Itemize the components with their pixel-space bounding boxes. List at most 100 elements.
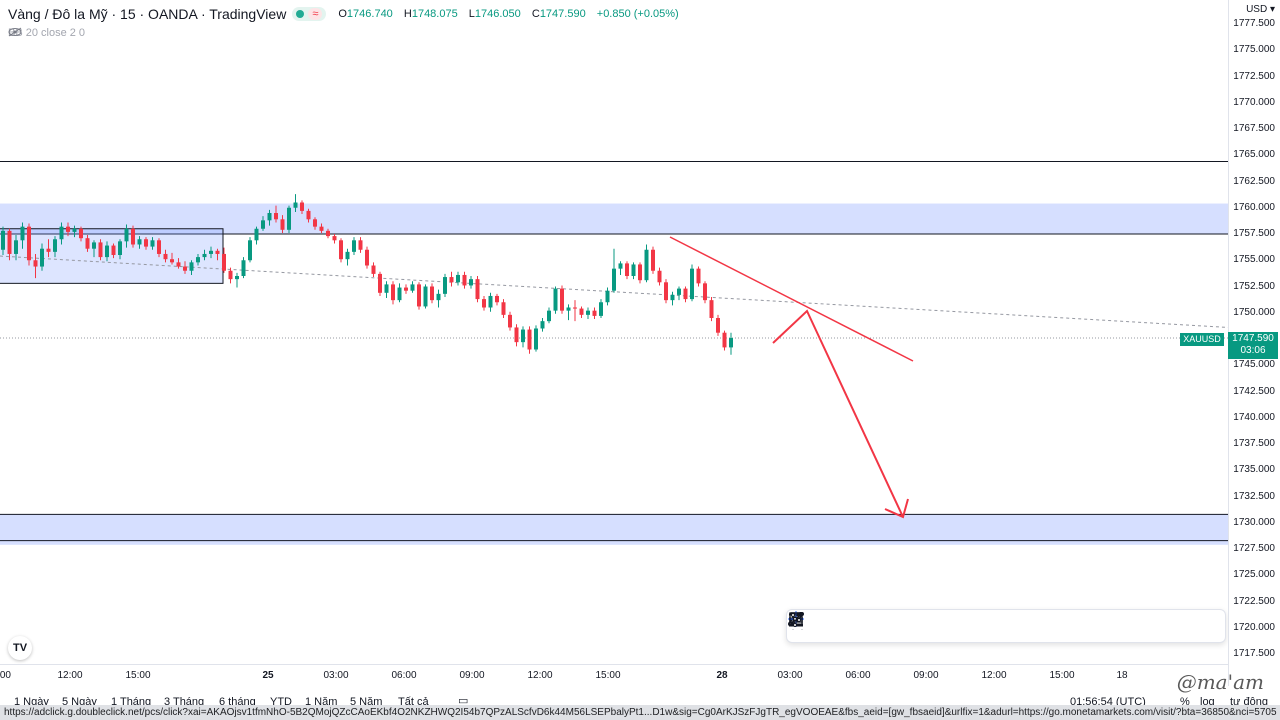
price-tick-label: 1757.500	[1233, 228, 1275, 239]
candle-body	[566, 307, 571, 311]
path-tool-button[interactable]	[789, 612, 1155, 640]
candle-body	[703, 283, 707, 301]
support-zone	[0, 514, 1228, 545]
candle-body	[20, 226, 25, 241]
calendar-icon[interactable]: ▭	[458, 695, 469, 707]
candle-body	[417, 284, 421, 307]
indicator-legend[interactable]: BB 20 close 2 0	[8, 27, 85, 39]
candle-body	[352, 240, 356, 252]
time-tick-label: 12:00	[527, 670, 553, 681]
candle-body	[306, 210, 311, 220]
candle-body	[150, 240, 155, 247]
candle-body	[66, 226, 70, 232]
candle-body	[644, 249, 649, 281]
price-tick-label: 1727.500	[1233, 543, 1275, 554]
price-tick-label: 1767.500	[1233, 123, 1275, 134]
consolidation-box	[0, 228, 224, 284]
high-value: 1748.075	[411, 8, 458, 20]
candle-body	[176, 262, 181, 267]
candle-body	[300, 202, 304, 211]
text-tool-button[interactable]	[791, 612, 1027, 640]
price-tick-label: 1742.500	[1233, 385, 1275, 397]
candle-body	[716, 318, 720, 333]
candle-body	[254, 228, 259, 241]
close-value: 1747.590	[539, 8, 586, 20]
candle-body	[722, 332, 727, 348]
time-axis[interactable]: :00 12:00 15:00 25 03:00 06:00 09:00 12:00 15:00…	[0, 664, 1228, 686]
trend-line-tool-button[interactable]	[789, 612, 835, 640]
horizontal-line-tool-button[interactable]	[789, 612, 995, 640]
price-tick-label: 1770.000	[1233, 96, 1275, 108]
candle-body	[33, 260, 38, 267]
price-tick-label: 1722.500	[1233, 595, 1275, 607]
ray-tool-button[interactable]	[789, 612, 867, 640]
candle-body	[79, 228, 83, 239]
price-tick-label: 1760.000	[1233, 201, 1275, 213]
tradingview-logo[interactable]: TV	[8, 636, 32, 660]
wave-icon: ≈	[308, 8, 323, 20]
candle-body	[215, 250, 220, 254]
candle-body	[501, 302, 506, 315]
price-tick-label: 1732.500	[1233, 490, 1275, 502]
crosshair-tool-button[interactable]	[788, 611, 1123, 640]
currency-selector[interactable]: USD ▾	[1246, 4, 1275, 15]
callout-tool-button[interactable]	[789, 612, 1187, 640]
fib-tool-button[interactable]	[788, 612, 931, 640]
candle-body	[98, 242, 103, 258]
time-tick-label: 09:00	[459, 670, 485, 681]
time-tick-label: 12:00	[57, 670, 83, 681]
candle-body	[241, 260, 246, 276]
candle-body	[326, 230, 330, 237]
chart-pane[interactable]: Vàng / Đô la Mỹ · 15 · OANDA · TradingVi…	[0, 0, 1228, 686]
chart-canvas[interactable]	[0, 0, 1228, 686]
candle-body	[534, 328, 538, 350]
candle-body	[664, 282, 668, 301]
settings-tool-button[interactable]	[789, 612, 1219, 640]
market-open-dot-icon	[296, 10, 305, 18]
candle-body	[72, 228, 77, 232]
candle-body	[202, 253, 207, 258]
candle-body	[729, 337, 733, 348]
candle-body	[46, 248, 51, 252]
candle-body	[482, 299, 486, 308]
red-trend-line	[669, 236, 914, 362]
symbol-title[interactable]: Vàng / Đô la Mỹ · 15 · OANDA · TradingVi…	[8, 6, 287, 22]
candle-body	[540, 321, 545, 329]
candle-body	[228, 270, 233, 280]
pattern-tool-button[interactable]	[788, 612, 1091, 640]
candle-body	[527, 329, 532, 350]
bottom-toolbar: 1 Ngày 5 Ngày 1 Tháng 3 Tháng 6 tháng YT…	[0, 686, 1280, 708]
candle-body	[495, 295, 499, 303]
price-tick-label: 1725.000	[1233, 569, 1275, 581]
candle-body	[449, 277, 454, 283]
candle-body	[365, 249, 369, 266]
dashed-trend-line	[0, 255, 1228, 328]
candle-body	[7, 230, 12, 254]
price-tick-label: 1762.500	[1233, 175, 1275, 187]
candle-body	[592, 310, 597, 316]
candle-body	[404, 287, 408, 291]
eye-hidden-icon[interactable]	[8, 27, 22, 37]
candle-body	[137, 239, 142, 245]
price-tick-label: 1737.500	[1233, 438, 1275, 449]
rectangle-tool-button[interactable]	[789, 612, 899, 640]
candle-body	[391, 284, 395, 301]
change-value: +0.850 (+0.05%)	[596, 8, 679, 20]
candle-body	[586, 310, 590, 315]
candle-body	[579, 308, 584, 315]
brush-tool-button[interactable]	[788, 612, 963, 640]
percent-toggle[interactable]: %	[1180, 696, 1190, 708]
price-tick-label: 1777.500	[1233, 18, 1275, 29]
candle-body	[118, 241, 122, 255]
candle-body	[131, 228, 135, 245]
candle-body	[345, 251, 350, 260]
candle-body	[287, 207, 291, 230]
price-tick-label: 1740.000	[1233, 411, 1275, 423]
candle-body	[124, 228, 129, 242]
price-tick-label: 1735.000	[1233, 464, 1275, 476]
candle-body	[456, 274, 460, 283]
candle-body	[709, 300, 714, 318]
open-value: 1746.740	[346, 8, 393, 20]
parallel-channel-tool-button[interactable]	[789, 612, 1059, 640]
market-status-pill[interactable]: ≈	[292, 7, 327, 21]
